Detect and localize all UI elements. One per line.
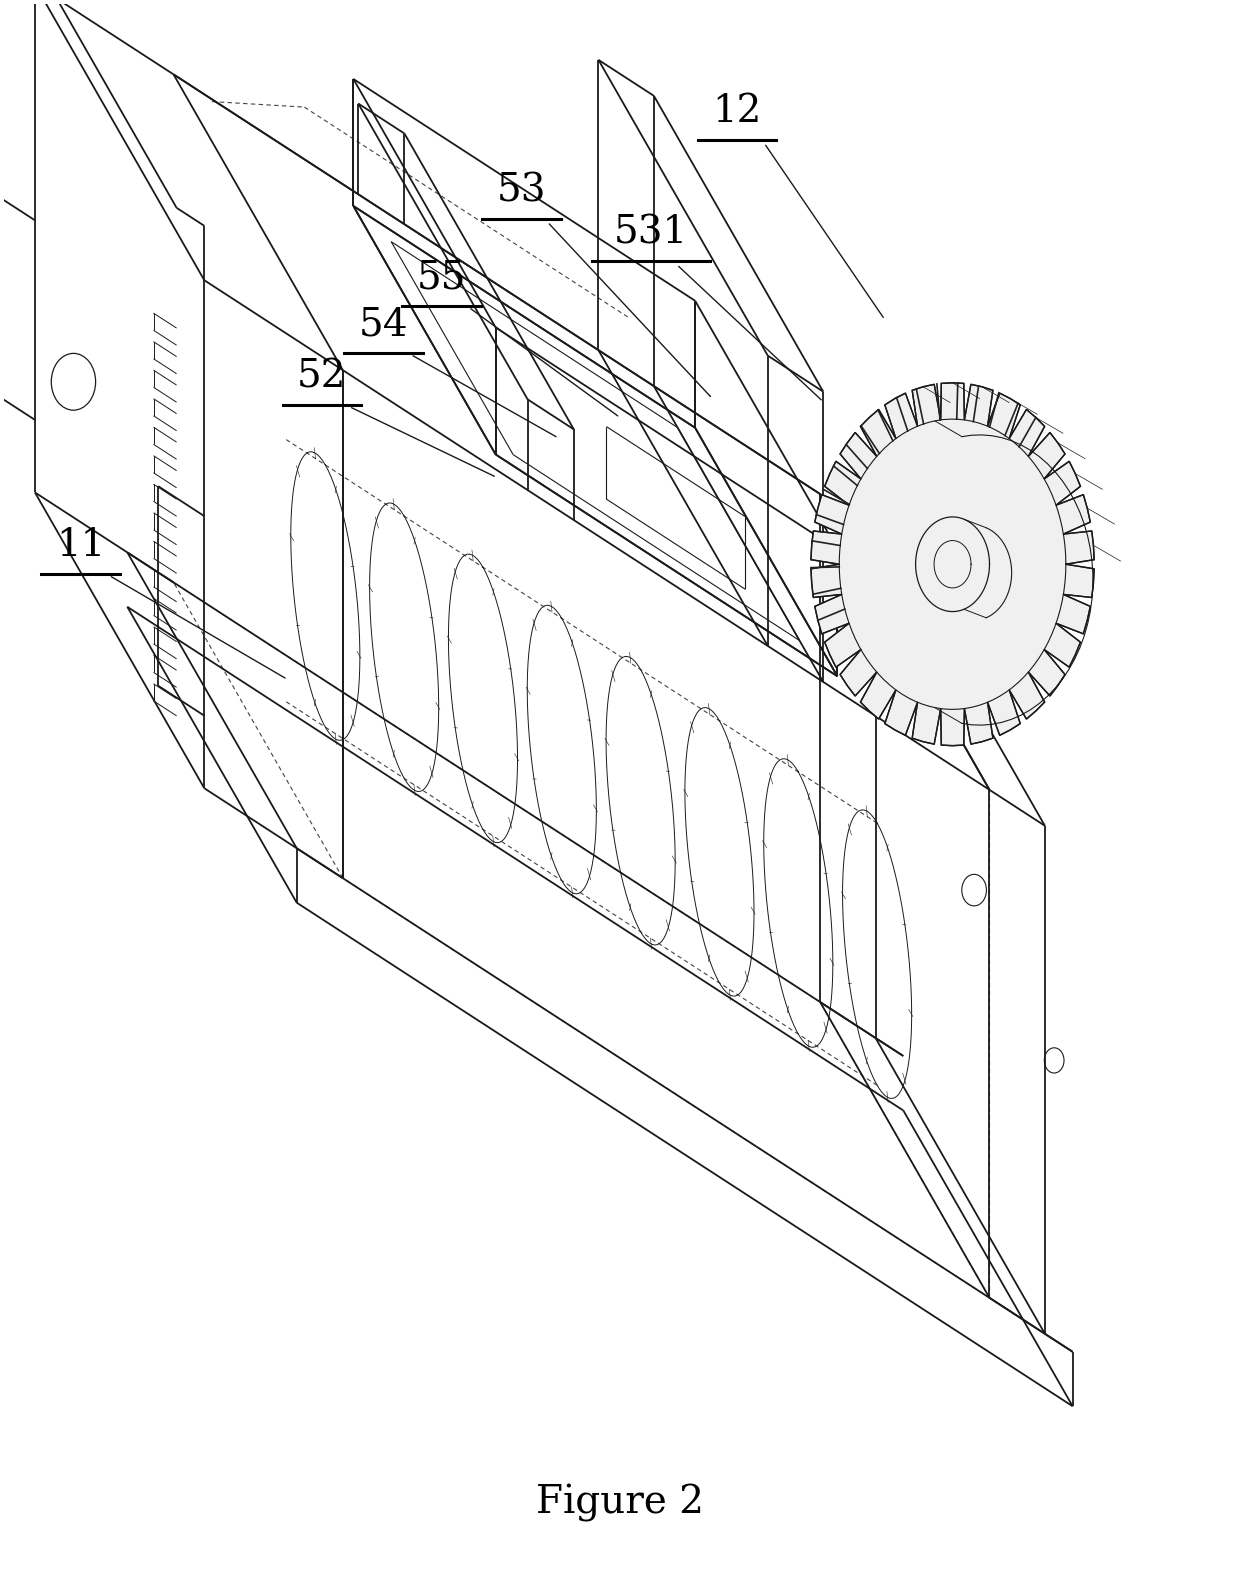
Text: Figure 2: Figure 2 [536,1484,704,1523]
Polygon shape [811,382,1094,745]
Text: 531: 531 [614,214,688,252]
Text: 55: 55 [417,259,466,297]
Text: 12: 12 [712,94,761,130]
Text: 53: 53 [497,173,546,209]
Text: 11: 11 [56,527,105,565]
Text: 54: 54 [358,306,408,343]
Text: 52: 52 [298,358,347,395]
